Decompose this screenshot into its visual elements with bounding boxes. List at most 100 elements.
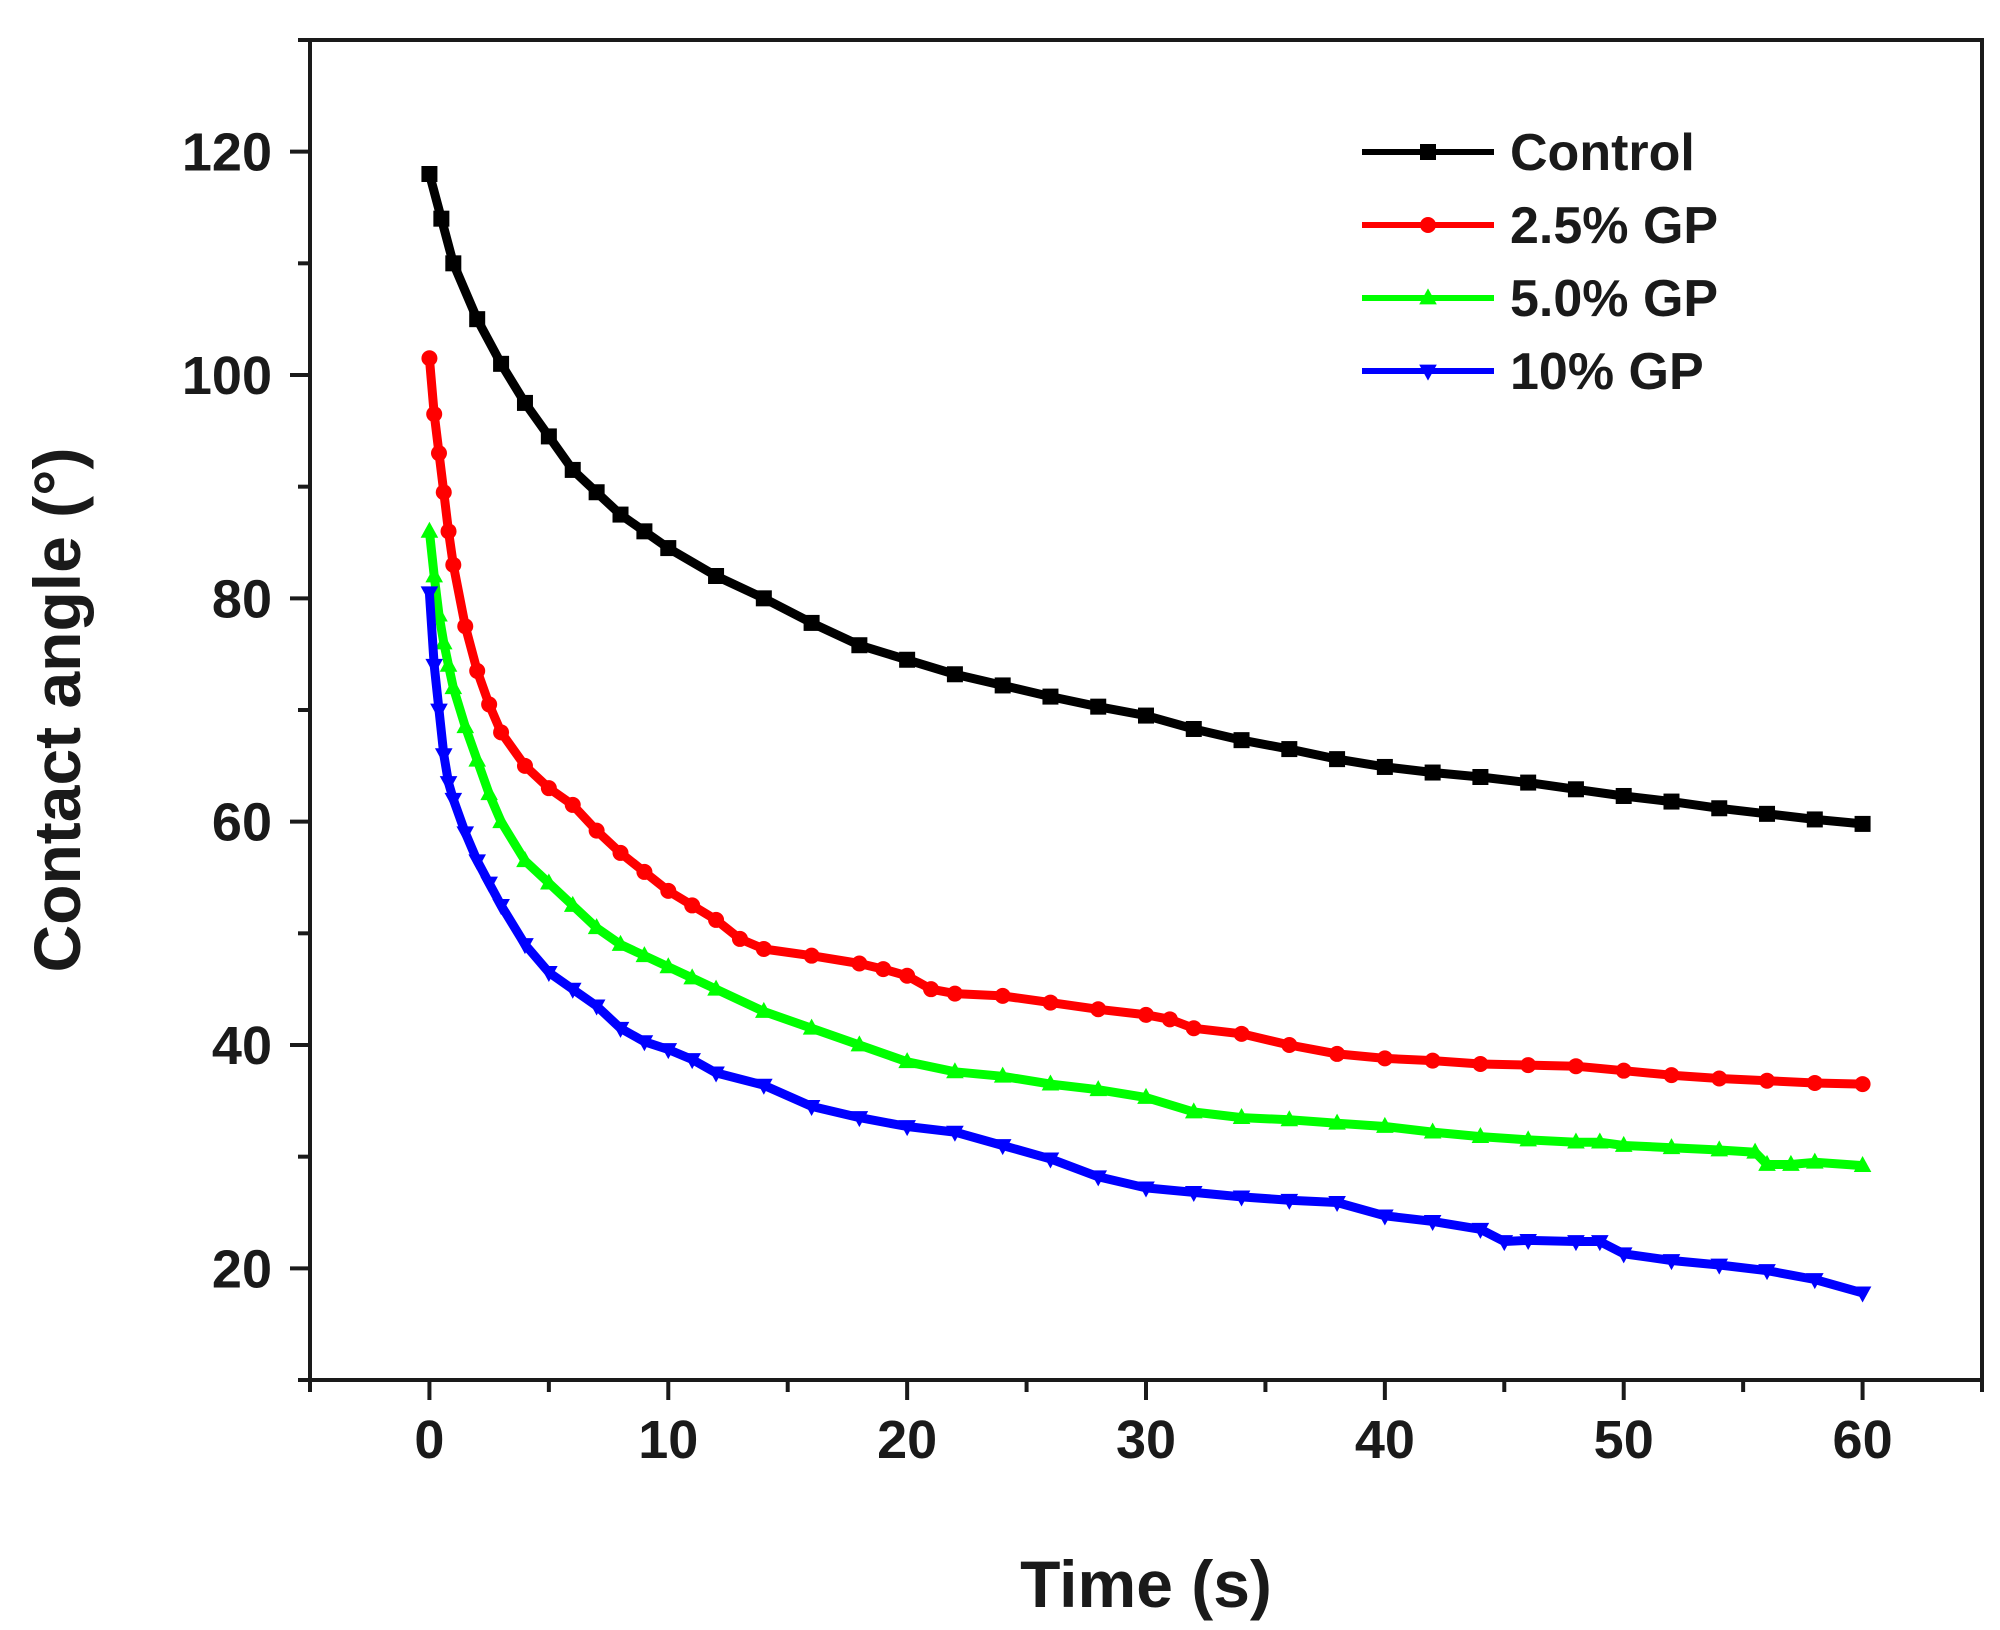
data-point bbox=[1567, 781, 1584, 798]
data-point bbox=[708, 568, 725, 584]
data-point bbox=[1758, 1154, 1776, 1171]
data-point bbox=[516, 938, 534, 955]
legend-label: Control bbox=[1510, 124, 1695, 182]
data-point bbox=[516, 757, 533, 774]
data-point bbox=[426, 406, 443, 423]
data-point bbox=[1090, 698, 1107, 715]
data-point bbox=[946, 1125, 964, 1142]
data-point bbox=[923, 981, 940, 998]
data-point bbox=[1042, 994, 1059, 1011]
data-point bbox=[802, 1018, 821, 1035]
series-1 bbox=[421, 350, 1871, 1093]
series-2 bbox=[420, 521, 1872, 1172]
data-point bbox=[1423, 1215, 1442, 1232]
series-line bbox=[424, 526, 1868, 1171]
data-point bbox=[1233, 732, 1250, 749]
data-point bbox=[469, 311, 486, 328]
data-point bbox=[1711, 1070, 1728, 1087]
y-axis-title: Contact angle (°) bbox=[20, 447, 94, 972]
data-point bbox=[1614, 1135, 1633, 1152]
legend-label: 2.5% GP bbox=[1510, 197, 1718, 255]
legend-swatch-marker bbox=[1420, 217, 1436, 233]
data-point bbox=[1185, 1020, 1202, 1037]
tick-labels: 0 10 20 30 40 50 60 20 40 60 80 100 120 bbox=[182, 123, 1893, 1470]
data-point bbox=[1710, 1258, 1729, 1275]
data-point bbox=[1041, 1074, 1060, 1091]
data-point bbox=[445, 556, 462, 573]
data-point bbox=[1232, 1107, 1251, 1124]
data-point bbox=[1161, 1011, 1178, 1028]
data-point bbox=[659, 957, 678, 974]
data-point bbox=[440, 523, 457, 540]
data-point bbox=[1472, 1055, 1489, 1072]
data-point bbox=[588, 484, 605, 501]
data-point bbox=[516, 851, 534, 868]
data-point bbox=[899, 967, 916, 984]
data-point bbox=[492, 899, 510, 916]
data-point bbox=[755, 940, 772, 957]
data-point bbox=[1759, 805, 1776, 822]
data-point bbox=[420, 521, 439, 538]
data-point bbox=[611, 1021, 630, 1038]
data-point bbox=[611, 934, 630, 951]
data-point bbox=[1759, 1072, 1776, 1089]
data-point bbox=[1328, 1196, 1346, 1213]
data-point bbox=[434, 633, 453, 650]
data-point bbox=[1233, 1025, 1250, 1042]
data-point bbox=[445, 255, 462, 272]
data-point bbox=[439, 655, 458, 672]
data-point bbox=[1519, 1234, 1537, 1251]
data-point bbox=[755, 1001, 773, 1018]
data-point bbox=[444, 792, 463, 809]
data-point bbox=[493, 355, 510, 372]
data-point bbox=[1520, 1057, 1537, 1074]
data-point bbox=[635, 946, 654, 963]
data-point bbox=[1280, 1193, 1299, 1210]
data-point bbox=[1424, 764, 1441, 781]
data-point bbox=[1663, 793, 1680, 810]
x-tick-label: 50 bbox=[1594, 1410, 1654, 1470]
data-point bbox=[612, 506, 629, 523]
data-point bbox=[1591, 1235, 1609, 1252]
data-point bbox=[563, 982, 582, 999]
data-point bbox=[1853, 1156, 1872, 1172]
data-point bbox=[1567, 1058, 1584, 1075]
data-point bbox=[1591, 1132, 1609, 1149]
legend-item: Control bbox=[1362, 124, 1695, 182]
data-point bbox=[1089, 1170, 1108, 1187]
data-point bbox=[1184, 1186, 1203, 1202]
data-point bbox=[1662, 1138, 1681, 1155]
data-point bbox=[481, 696, 498, 713]
x-tick-label: 20 bbox=[877, 1410, 937, 1470]
data-point bbox=[1329, 751, 1346, 768]
data-point bbox=[480, 876, 498, 893]
data-point bbox=[899, 651, 916, 668]
data-point bbox=[421, 166, 438, 182]
data-point bbox=[435, 484, 452, 501]
data-point bbox=[1806, 1273, 1824, 1290]
data-point bbox=[755, 590, 772, 607]
data-point bbox=[564, 796, 581, 813]
data-point bbox=[946, 666, 963, 683]
y-tick-label: 60 bbox=[212, 793, 272, 853]
data-point bbox=[480, 784, 498, 801]
data-point bbox=[1711, 800, 1728, 817]
legend-item: 10% GP bbox=[1362, 343, 1704, 401]
series-0 bbox=[421, 166, 1871, 832]
data-point bbox=[421, 350, 438, 367]
x-tick-label: 40 bbox=[1355, 1410, 1415, 1470]
data-point bbox=[1663, 1067, 1680, 1084]
legend-label: 5.0% GP bbox=[1510, 270, 1718, 328]
data-point bbox=[1089, 1080, 1108, 1097]
data-point bbox=[994, 677, 1011, 694]
data-point bbox=[1782, 1154, 1800, 1171]
legend-swatch-marker bbox=[1419, 288, 1437, 305]
data-point bbox=[851, 955, 868, 972]
y-tick-label: 20 bbox=[212, 1239, 272, 1299]
data-point bbox=[1471, 1222, 1490, 1239]
series-3 bbox=[420, 586, 1872, 1303]
data-point bbox=[1090, 1001, 1107, 1018]
data-point bbox=[430, 445, 447, 462]
data-point bbox=[439, 776, 458, 793]
